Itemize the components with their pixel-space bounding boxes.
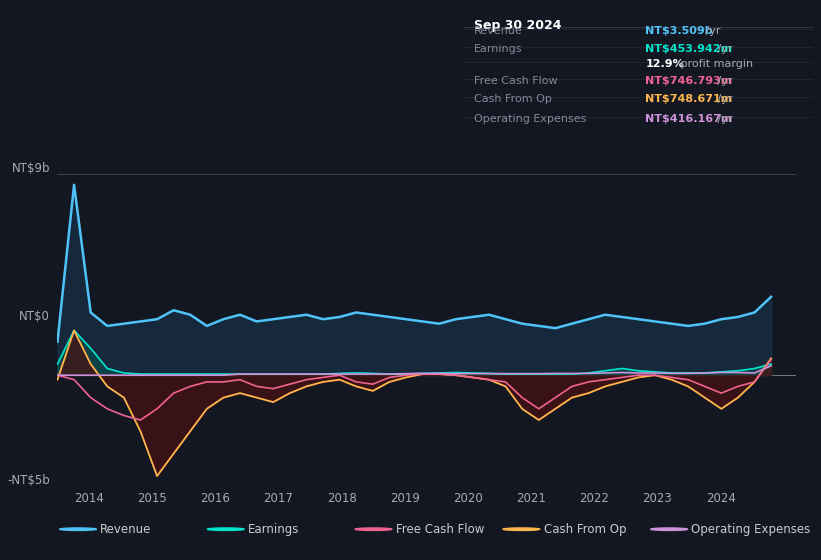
Text: Cash From Op: Cash From Op: [475, 95, 553, 105]
Text: Free Cash Flow: Free Cash Flow: [396, 522, 484, 536]
Text: -NT$5b: -NT$5b: [7, 474, 50, 487]
Text: NT$3.509b: NT$3.509b: [645, 26, 713, 36]
Text: Operating Expenses: Operating Expenses: [691, 522, 810, 536]
Text: Sep 30 2024: Sep 30 2024: [475, 18, 562, 31]
Text: Earnings: Earnings: [248, 522, 300, 536]
Circle shape: [502, 528, 540, 530]
Text: Revenue: Revenue: [100, 522, 152, 536]
Text: NT$416.167m: NT$416.167m: [645, 114, 732, 124]
Text: NT$0: NT$0: [19, 310, 50, 323]
Text: NT$746.793m: NT$746.793m: [645, 76, 732, 86]
Circle shape: [60, 528, 97, 530]
Circle shape: [650, 528, 687, 530]
Text: /yr: /yr: [714, 44, 733, 54]
Text: profit margin: profit margin: [677, 59, 753, 69]
Text: Cash From Op: Cash From Op: [544, 522, 626, 536]
Circle shape: [355, 528, 392, 530]
Text: NT$748.671m: NT$748.671m: [645, 95, 732, 105]
Text: NT$453.942m: NT$453.942m: [645, 44, 732, 54]
Text: Free Cash Flow: Free Cash Flow: [475, 76, 558, 86]
Text: NT$9b: NT$9b: [11, 162, 50, 175]
Text: 12.9%: 12.9%: [645, 59, 684, 69]
Text: /yr: /yr: [714, 76, 733, 86]
Text: Revenue: Revenue: [475, 26, 523, 36]
Circle shape: [208, 528, 245, 530]
Text: /yr: /yr: [714, 95, 733, 105]
Text: Earnings: Earnings: [475, 44, 523, 54]
Text: /yr: /yr: [702, 26, 720, 36]
Text: Operating Expenses: Operating Expenses: [475, 114, 587, 124]
Text: /yr: /yr: [714, 114, 733, 124]
